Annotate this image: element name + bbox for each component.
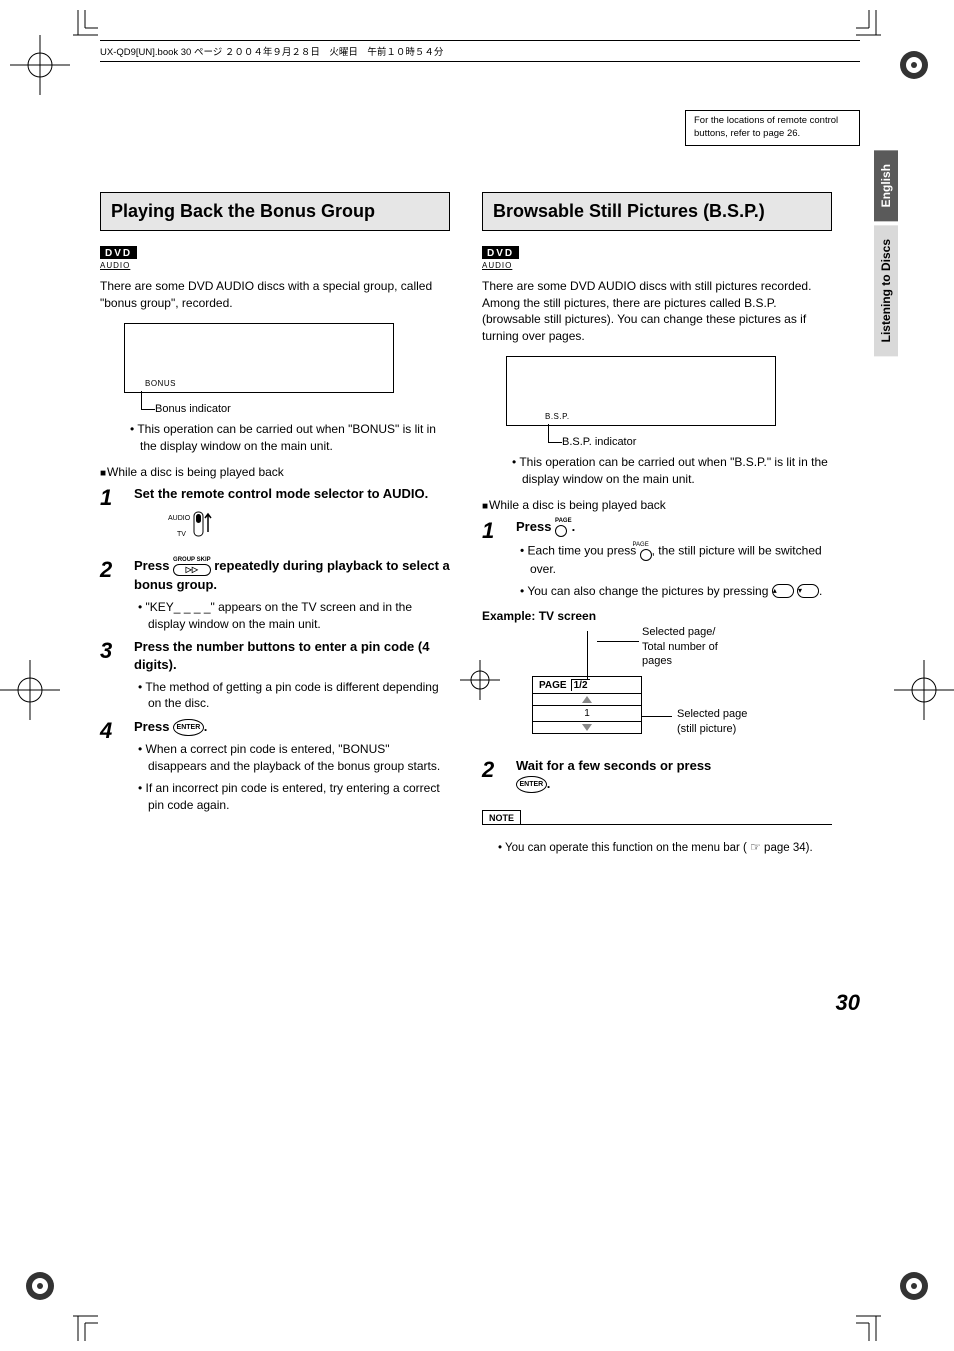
- enter-icon: ENTER: [173, 719, 204, 736]
- display-window: BONUS: [124, 323, 394, 393]
- tab-language: English: [874, 150, 898, 221]
- dvd-badge-sub: AUDIO: [100, 261, 450, 270]
- page-label: PAGE: [539, 680, 567, 691]
- svg-text:AUDIO: AUDIO: [168, 515, 191, 522]
- reference-icon: ☞: [750, 840, 761, 854]
- mode-selector-icon: AUDIO TV: [168, 508, 214, 545]
- step-2: 2 Wait for a few seconds or press ENTER.: [482, 757, 832, 793]
- step-3: 3 Press the number buttons to enter a pi…: [100, 638, 450, 712]
- step-sub: • When a correct pin code is entered, "B…: [138, 741, 450, 775]
- display-label: BONUS: [145, 379, 176, 388]
- intro-text: There are some DVD AUDIO discs with stil…: [482, 278, 832, 344]
- step-sub: • "KEY_ _ _ _" appears on the TV screen …: [138, 599, 450, 633]
- dvd-badge: DVD: [482, 246, 519, 259]
- step-sub: • Each time you press PAGE, the still pi…: [520, 542, 832, 578]
- step-title: Press ENTER.: [134, 718, 450, 736]
- tab-section: Listening to Discs: [874, 225, 898, 356]
- bullet-text: • This operation can be carried out when…: [512, 454, 832, 488]
- indicator-caption: B.S.P. indicator: [562, 430, 832, 448]
- left-column: Playing Back the Bonus Group DVD AUDIO T…: [100, 192, 450, 866]
- svg-text:TV: TV: [177, 531, 186, 538]
- up-button-icon: ▴: [772, 584, 794, 598]
- step-number: 1: [100, 485, 122, 509]
- step-sub: • The method of getting a pin code is di…: [138, 679, 450, 713]
- tv-screen-diagram: Selected page/ Total number of pages PAG…: [522, 631, 812, 751]
- dvd-badge: DVD: [100, 246, 137, 259]
- intro-text: There are some DVD AUDIO discs with a sp…: [100, 278, 450, 311]
- triangle-up-icon: [582, 696, 592, 703]
- display-label: B.S.P.: [545, 412, 570, 421]
- context-line: While a disc is being played back: [100, 465, 450, 479]
- selected-picture-num: 1: [533, 706, 641, 722]
- step-number: 3: [100, 638, 122, 662]
- crop-corner: [58, 1301, 98, 1341]
- callout-text: Selected page/ Total number of pages: [642, 625, 718, 668]
- section-title-bsp: Browsable Still Pictures (B.S.P.): [482, 192, 832, 231]
- step-title: Press GROUP SKIP ▷▷ repeatedly during pl…: [134, 557, 450, 594]
- crop-mark: [894, 660, 954, 720]
- page-icon: PAGE: [555, 518, 572, 537]
- step-number: 4: [100, 718, 122, 742]
- book-header: UX-QD9[UN].book 30 ページ ２００４年９月２８日 火曜日 午前…: [100, 40, 860, 62]
- crop-corner: [58, 10, 98, 50]
- crop-mark: [0, 660, 60, 720]
- group-skip-icon: GROUP SKIP ▷▷: [173, 557, 211, 576]
- step-title: Press PAGE.: [516, 518, 832, 537]
- section-title-bonus: Playing Back the Bonus Group: [100, 192, 450, 231]
- crop-corner: [856, 10, 896, 50]
- indicator-caption: Bonus indicator: [155, 397, 450, 415]
- step-2: 2 Press GROUP SKIP ▷▷ repeatedly during …: [100, 557, 450, 632]
- triangle-down-icon: [582, 724, 592, 731]
- context-line: While a disc is being played back: [482, 498, 832, 512]
- bullet-text: • This operation can be carried out when…: [130, 421, 450, 455]
- step-sub: • You can also change the pictures by pr…: [520, 583, 832, 600]
- location-note: For the locations of remote control butt…: [685, 110, 860, 146]
- display-window: B.S.P.: [506, 356, 776, 426]
- step-number: 2: [482, 757, 504, 781]
- side-tabs: English Listening to Discs: [874, 150, 898, 361]
- page-number: 30: [836, 990, 860, 1016]
- callout-text: Selected page (still picture): [677, 707, 747, 736]
- note-label: NOTE: [482, 810, 521, 825]
- note-text: • You can operate this function on the m…: [498, 839, 828, 856]
- page-icon: PAGE: [640, 542, 652, 561]
- step-title: Press the number buttons to enter a pin …: [134, 638, 450, 673]
- step-number: 1: [482, 518, 504, 542]
- step-title: Wait for a few seconds or press ENTER.: [516, 757, 832, 793]
- step-number: 2: [100, 557, 122, 581]
- step-sub: • If an incorrect pin code is entered, t…: [138, 780, 450, 814]
- step-1: 1 Press PAGE. • Each time you press PAGE…: [482, 518, 832, 600]
- right-column: Browsable Still Pictures (B.S.P.) DVD AU…: [482, 192, 832, 866]
- step-4: 4 Press ENTER. • When a correct pin code…: [100, 718, 450, 813]
- dvd-badge-sub: AUDIO: [482, 261, 832, 270]
- enter-icon: ENTER: [516, 776, 547, 793]
- note-block: NOTE • You can operate this function on …: [482, 807, 832, 866]
- example-label: Example: TV screen: [482, 609, 832, 623]
- step-title: Set the remote control mode selector to …: [134, 485, 450, 503]
- down-button-icon: ▾: [797, 584, 819, 598]
- step-1: 1 Set the remote control mode selector t…: [100, 485, 450, 552]
- page-value: 1/2: [571, 679, 590, 691]
- crop-corner: [856, 1301, 896, 1341]
